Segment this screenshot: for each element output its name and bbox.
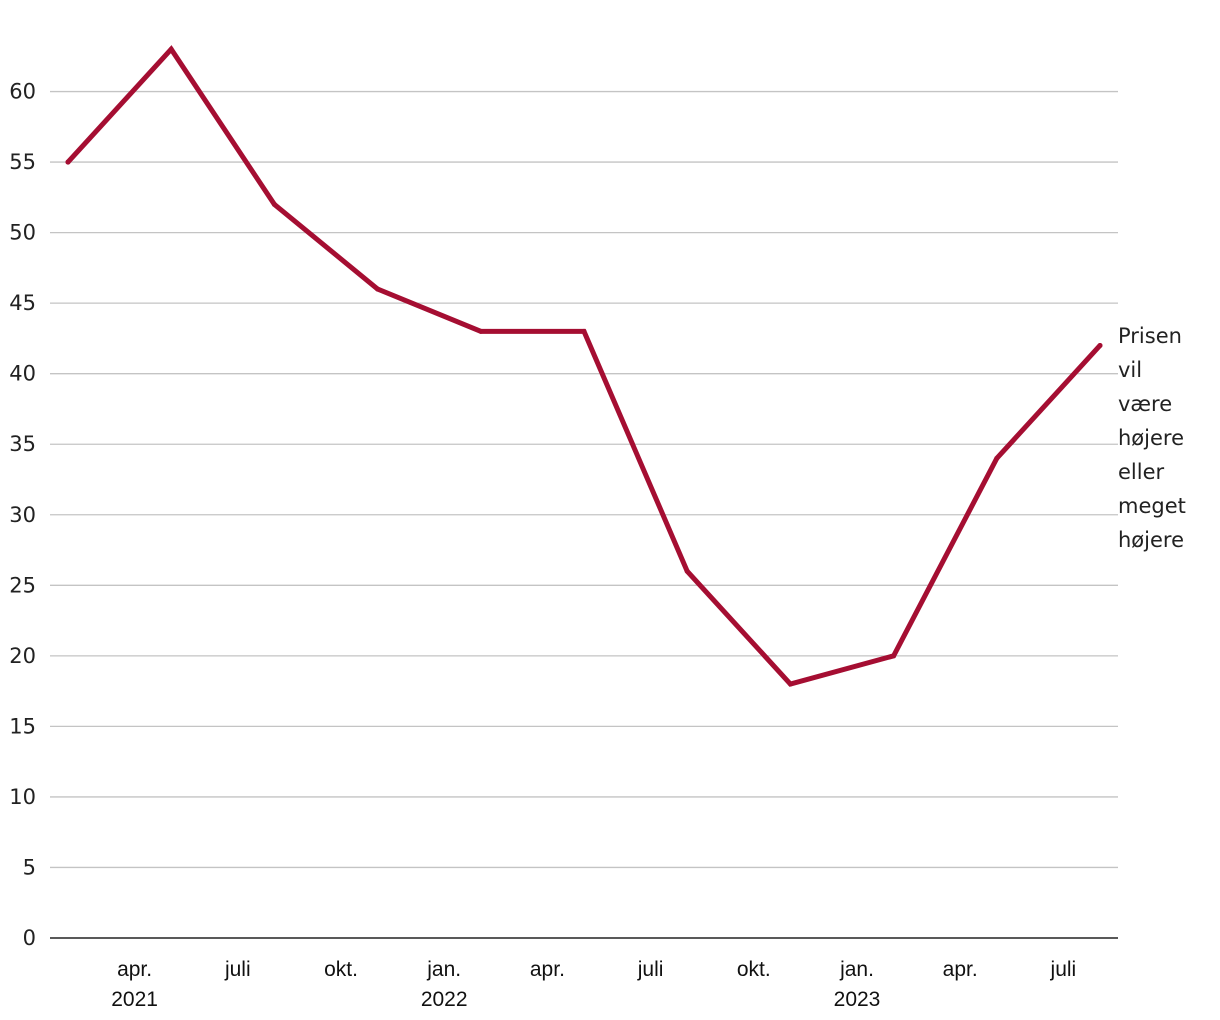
x-tick-year-label: 2023 <box>834 988 881 1011</box>
x-tick-label: juli <box>1050 958 1077 981</box>
data-point <box>787 681 793 687</box>
series-label-line: eller <box>1118 460 1165 484</box>
data-point <box>684 568 690 574</box>
series-group <box>65 45 1103 687</box>
y-tick-label: 15 <box>9 714 36 738</box>
data-point <box>65 159 71 165</box>
x-tick-label: jan. <box>839 958 874 981</box>
x-tick-label: apr. <box>943 958 978 981</box>
series-label-line: højere <box>1118 528 1184 552</box>
y-tick-label: 40 <box>9 362 36 386</box>
x-tick-label: juli <box>637 958 664 981</box>
series-label-line: Prisen <box>1118 324 1182 348</box>
data-point <box>891 653 897 659</box>
x-tick-year-label: 2022 <box>421 988 468 1011</box>
gridlines <box>50 90 1118 869</box>
series-label-line: meget <box>1118 494 1186 518</box>
series-label-line: vil <box>1118 358 1142 382</box>
x-tick-label: juli <box>224 958 251 981</box>
x-tick-label: jan. <box>426 958 461 981</box>
x-axis: apr. 2021 juli okt. jan. 2022 apr. juli okt. jan.… <box>111 958 1076 1011</box>
y-tick-label: 30 <box>9 503 36 527</box>
y-tick-label: 60 <box>9 80 36 104</box>
data-point <box>581 328 587 334</box>
x-tick-label: apr. <box>117 958 152 981</box>
x-tick-year-label: 2021 <box>111 988 158 1011</box>
series-label-line: være <box>1118 392 1172 416</box>
data-point <box>168 46 174 52</box>
y-tick-label: 0 <box>23 926 36 950</box>
y-tick-label: 10 <box>9 785 36 809</box>
x-tick-label: okt. <box>324 958 358 981</box>
data-point <box>478 328 484 334</box>
y-tick-label: 55 <box>9 150 36 174</box>
y-tick-label: 5 <box>23 855 36 879</box>
data-point <box>375 286 381 292</box>
data-point <box>271 201 277 207</box>
y-tick-label: 20 <box>9 644 36 668</box>
y-axis: 0 5 10 15 20 25 30 35 40 45 50 55 60 <box>9 80 36 950</box>
y-tick-label: 25 <box>9 573 36 597</box>
y-tick-label: 50 <box>9 221 36 245</box>
series-label: Prisen vil være højere eller meget højere <box>1118 324 1186 552</box>
data-point <box>994 455 1000 461</box>
y-tick-label: 45 <box>9 291 36 315</box>
y-tick-label: 35 <box>9 432 36 456</box>
series-line <box>65 45 1103 687</box>
x-tick-label: okt. <box>737 958 771 981</box>
series-label-line: højere <box>1118 426 1184 450</box>
data-point <box>1097 342 1103 348</box>
x-tick-label: apr. <box>530 958 565 981</box>
